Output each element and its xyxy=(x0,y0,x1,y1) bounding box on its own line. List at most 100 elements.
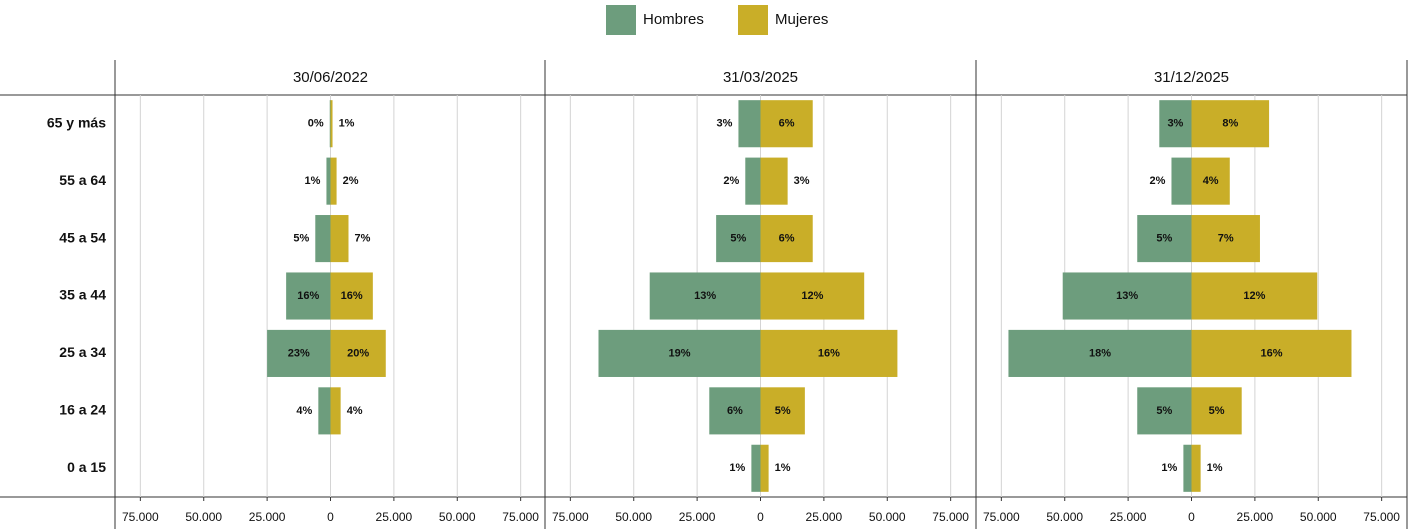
data-label: 6% xyxy=(779,118,795,130)
x-tick-label: 50.000 xyxy=(1046,510,1083,524)
x-tick-label: 25.000 xyxy=(806,510,843,524)
category-label: 16 a 24 xyxy=(59,402,106,418)
data-label: 4% xyxy=(347,405,363,417)
bar xyxy=(1191,272,1318,320)
category-label: 65 y más xyxy=(47,114,106,130)
bar xyxy=(760,215,813,263)
x-tick-label: 75.000 xyxy=(122,510,159,524)
x-tick-label: 75.000 xyxy=(983,510,1020,524)
x-tick-label: 0 xyxy=(327,510,334,524)
bar xyxy=(329,100,331,148)
x-tick-label: 25.000 xyxy=(1110,510,1147,524)
bar xyxy=(1191,100,1270,148)
data-label: 4% xyxy=(296,405,312,417)
x-tick-label: 25.000 xyxy=(249,510,286,524)
bar xyxy=(1062,272,1192,320)
bar xyxy=(1171,157,1192,205)
x-tick-label: 50.000 xyxy=(1300,510,1337,524)
data-label: 23% xyxy=(288,347,310,359)
panel-title: 30/06/2022 xyxy=(293,69,368,86)
data-label: 8% xyxy=(1222,118,1238,130)
bar xyxy=(760,387,805,435)
bar xyxy=(1183,444,1192,492)
bar xyxy=(738,100,761,148)
data-label: 2% xyxy=(723,175,739,187)
data-label: 5% xyxy=(730,232,746,244)
data-label: 12% xyxy=(1243,290,1265,302)
data-label: 5% xyxy=(1209,405,1225,417)
bar xyxy=(760,444,769,492)
category-label: 55 a 64 xyxy=(59,172,106,188)
bar xyxy=(326,157,331,205)
bar xyxy=(760,100,813,148)
data-label: 6% xyxy=(779,232,795,244)
data-label: 13% xyxy=(1116,290,1138,302)
bar xyxy=(1191,387,1242,435)
bar xyxy=(760,329,898,377)
x-tick-label: 0 xyxy=(1188,510,1195,524)
data-label: 4% xyxy=(1203,175,1219,187)
bar xyxy=(598,329,761,377)
x-tick-label: 75.000 xyxy=(502,510,539,524)
x-tick-label: 75.000 xyxy=(1363,510,1400,524)
bar xyxy=(1191,329,1352,377)
bar xyxy=(315,215,331,263)
x-tick-label: 25.000 xyxy=(1237,510,1274,524)
data-label: 5% xyxy=(1156,405,1172,417)
category-label: 45 a 54 xyxy=(59,229,106,245)
data-label: 16% xyxy=(297,290,319,302)
legend-label: Hombres xyxy=(643,11,704,28)
bar xyxy=(1137,387,1192,435)
legend-swatch xyxy=(738,5,768,35)
data-label: 6% xyxy=(727,405,743,417)
panel-title: 31/12/2025 xyxy=(1154,69,1229,86)
bar xyxy=(760,157,788,205)
legend-swatch xyxy=(606,5,636,35)
data-label: 0% xyxy=(308,118,324,130)
bar xyxy=(649,272,761,320)
panel-title: 31/03/2025 xyxy=(723,69,798,86)
bar xyxy=(286,272,331,320)
bar xyxy=(1137,215,1192,263)
data-label: 5% xyxy=(293,232,309,244)
data-label: 7% xyxy=(1218,232,1234,244)
data-label: 2% xyxy=(1150,175,1166,187)
bar xyxy=(1159,100,1192,148)
x-tick-label: 50.000 xyxy=(439,510,476,524)
bar xyxy=(330,157,337,205)
data-label: 1% xyxy=(775,462,791,474)
data-label: 19% xyxy=(668,347,690,359)
bar xyxy=(330,215,349,263)
category-label: 0 a 15 xyxy=(67,459,106,475)
data-label: 3% xyxy=(716,118,732,130)
category-label: 25 a 34 xyxy=(59,344,106,360)
x-tick-label: 75.000 xyxy=(932,510,969,524)
bar xyxy=(330,100,333,148)
data-label: 20% xyxy=(347,347,369,359)
data-label: 16% xyxy=(341,290,363,302)
x-tick-label: 50.000 xyxy=(615,510,652,524)
data-label: 3% xyxy=(794,175,810,187)
bar xyxy=(1191,215,1260,263)
bar xyxy=(330,387,341,435)
data-label: 7% xyxy=(355,232,371,244)
data-label: 1% xyxy=(339,118,355,130)
x-tick-label: 25.000 xyxy=(679,510,716,524)
bar xyxy=(760,272,865,320)
data-label: 16% xyxy=(818,347,840,359)
bar xyxy=(1191,444,1201,492)
x-tick-label: 50.000 xyxy=(869,510,906,524)
data-label: 16% xyxy=(1260,347,1282,359)
data-label: 1% xyxy=(729,462,745,474)
x-tick-label: 0 xyxy=(757,510,764,524)
data-label: 3% xyxy=(1167,118,1183,130)
bar xyxy=(751,444,761,492)
bar xyxy=(267,329,331,377)
data-label: 5% xyxy=(1156,232,1172,244)
legend-label: Mujeres xyxy=(775,11,828,28)
bar xyxy=(330,272,373,320)
data-label: 1% xyxy=(1161,462,1177,474)
data-label: 2% xyxy=(343,175,359,187)
